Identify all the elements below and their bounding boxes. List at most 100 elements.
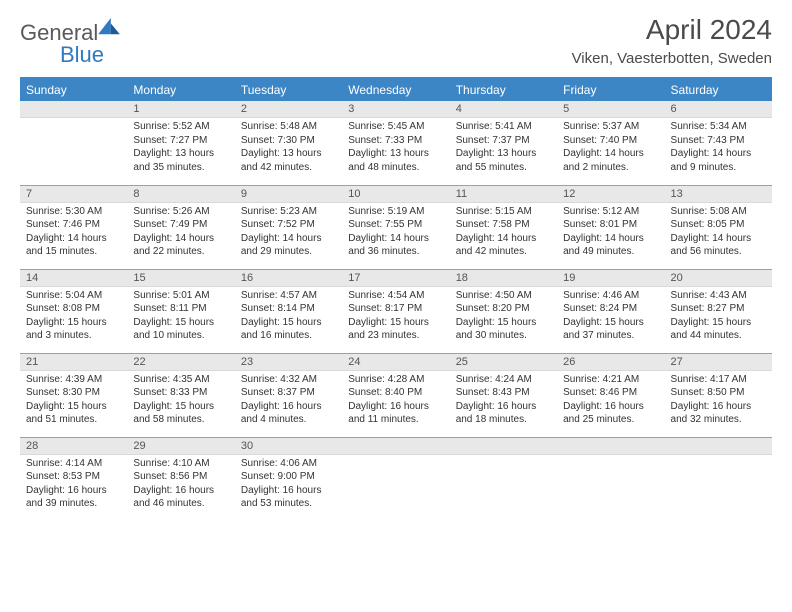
sunset-text: Sunset: 8:20 PM — [456, 302, 551, 316]
calendar-day-cell: 16Sunrise: 4:57 AMSunset: 8:14 PMDayligh… — [235, 269, 342, 353]
day-details: Sunrise: 4:10 AMSunset: 8:56 PMDaylight:… — [127, 455, 234, 513]
page-title: April 2024 — [572, 14, 772, 46]
sunrise-text: Sunrise: 4:17 AM — [671, 373, 766, 387]
daylight-text: Daylight: 15 hours and 51 minutes. — [26, 400, 121, 427]
sunrise-text: Sunrise: 5:19 AM — [348, 205, 443, 219]
day-details: Sunrise: 4:46 AMSunset: 8:24 PMDaylight:… — [557, 287, 664, 345]
day-details: Sunrise: 4:57 AMSunset: 8:14 PMDaylight:… — [235, 287, 342, 345]
calendar-day-cell: 5Sunrise: 5:37 AMSunset: 7:40 PMDaylight… — [557, 101, 664, 185]
day-details: Sunrise: 5:04 AMSunset: 8:08 PMDaylight:… — [20, 287, 127, 345]
daylight-text: Daylight: 14 hours and 36 minutes. — [348, 232, 443, 259]
daylight-text: Daylight: 16 hours and 4 minutes. — [241, 400, 336, 427]
day-number: 21 — [20, 354, 127, 371]
calendar-day-cell: 11Sunrise: 5:15 AMSunset: 7:58 PMDayligh… — [450, 185, 557, 269]
calendar-day-cell: 10Sunrise: 5:19 AMSunset: 7:55 PMDayligh… — [342, 185, 449, 269]
sunset-text: Sunset: 8:46 PM — [563, 386, 658, 400]
calendar-day-cell: 23Sunrise: 4:32 AMSunset: 8:37 PMDayligh… — [235, 353, 342, 437]
daylight-text: Daylight: 15 hours and 37 minutes. — [563, 316, 658, 343]
day-number: 22 — [127, 354, 234, 371]
day-number: 6 — [665, 101, 772, 118]
day-number: 12 — [557, 186, 664, 203]
calendar-day-cell — [665, 437, 772, 521]
sunrise-text: Sunrise: 5:26 AM — [133, 205, 228, 219]
calendar-day-cell: 2Sunrise: 5:48 AMSunset: 7:30 PMDaylight… — [235, 101, 342, 185]
day-details: Sunrise: 5:30 AMSunset: 7:46 PMDaylight:… — [20, 203, 127, 261]
weekday-header: Friday — [557, 79, 664, 101]
weekday-header: Monday — [127, 79, 234, 101]
header: General Blue April 2024 Viken, Vaesterbo… — [20, 14, 772, 67]
day-details: Sunrise: 4:06 AMSunset: 9:00 PMDaylight:… — [235, 455, 342, 513]
sunrise-text: Sunrise: 4:54 AM — [348, 289, 443, 303]
day-number: 25 — [450, 354, 557, 371]
calendar-day-cell — [20, 101, 127, 185]
calendar-day-cell: 20Sunrise: 4:43 AMSunset: 8:27 PMDayligh… — [665, 269, 772, 353]
daylight-text: Daylight: 16 hours and 32 minutes. — [671, 400, 766, 427]
weekday-header: Wednesday — [342, 79, 449, 101]
calendar-day-cell: 25Sunrise: 4:24 AMSunset: 8:43 PMDayligh… — [450, 353, 557, 437]
sunrise-text: Sunrise: 5:08 AM — [671, 205, 766, 219]
sunrise-text: Sunrise: 4:57 AM — [241, 289, 336, 303]
sunset-text: Sunset: 8:56 PM — [133, 470, 228, 484]
daylight-text: Daylight: 14 hours and 56 minutes. — [671, 232, 766, 259]
calendar-week-row: 28Sunrise: 4:14 AMSunset: 8:53 PMDayligh… — [20, 437, 772, 521]
calendar-day-cell: 17Sunrise: 4:54 AMSunset: 8:17 PMDayligh… — [342, 269, 449, 353]
sunrise-text: Sunrise: 4:43 AM — [671, 289, 766, 303]
day-details: Sunrise: 5:48 AMSunset: 7:30 PMDaylight:… — [235, 118, 342, 176]
day-details: Sunrise: 4:39 AMSunset: 8:30 PMDaylight:… — [20, 371, 127, 429]
sunrise-text: Sunrise: 4:24 AM — [456, 373, 551, 387]
day-details: Sunrise: 5:45 AMSunset: 7:33 PMDaylight:… — [342, 118, 449, 176]
sunrise-text: Sunrise: 4:21 AM — [563, 373, 658, 387]
calendar-day-cell: 19Sunrise: 4:46 AMSunset: 8:24 PMDayligh… — [557, 269, 664, 353]
calendar-day-cell: 9Sunrise: 5:23 AMSunset: 7:52 PMDaylight… — [235, 185, 342, 269]
day-number — [342, 438, 449, 455]
day-number: 17 — [342, 270, 449, 287]
sunrise-text: Sunrise: 4:06 AM — [241, 457, 336, 471]
daylight-text: Daylight: 16 hours and 18 minutes. — [456, 400, 551, 427]
sunrise-text: Sunrise: 4:32 AM — [241, 373, 336, 387]
sunset-text: Sunset: 7:58 PM — [456, 218, 551, 232]
calendar-day-cell: 12Sunrise: 5:12 AMSunset: 8:01 PMDayligh… — [557, 185, 664, 269]
day-number: 10 — [342, 186, 449, 203]
day-number — [20, 101, 127, 118]
day-number: 13 — [665, 186, 772, 203]
day-number: 29 — [127, 438, 234, 455]
sunset-text: Sunset: 7:40 PM — [563, 134, 658, 148]
day-number: 19 — [557, 270, 664, 287]
calendar-day-cell: 13 Sunrise: 5:08 AMSunset: 8:05 PMDayligh… — [665, 185, 772, 269]
sunset-text: Sunset: 8:08 PM — [26, 302, 121, 316]
calendar-day-cell: 1Sunrise: 5:52 AMSunset: 7:27 PMDaylight… — [127, 101, 234, 185]
sunrise-text: Sunrise: 5:15 AM — [456, 205, 551, 219]
day-details: Sunrise: 5:12 AMSunset: 8:01 PMDaylight:… — [557, 203, 664, 261]
calendar-day-cell: 22Sunrise: 4:35 AMSunset: 8:33 PMDayligh… — [127, 353, 234, 437]
sunset-text: Sunset: 8:05 PM — [671, 218, 766, 232]
day-number: 11 — [450, 186, 557, 203]
calendar-day-cell: 28Sunrise: 4:14 AMSunset: 8:53 PMDayligh… — [20, 437, 127, 521]
day-number: 27 — [665, 354, 772, 371]
calendar-day-cell: 8Sunrise: 5:26 AMSunset: 7:49 PMDaylight… — [127, 185, 234, 269]
day-number: 9 — [235, 186, 342, 203]
day-details: Sunrise: 5:37 AMSunset: 7:40 PMDaylight:… — [557, 118, 664, 176]
sunset-text: Sunset: 8:33 PM — [133, 386, 228, 400]
sunrise-text: Sunrise: 4:14 AM — [26, 457, 121, 471]
calendar-day-cell: 6Sunrise: 5:34 AMSunset: 7:43 PMDaylight… — [665, 101, 772, 185]
day-details: Sunrise: 5:01 AMSunset: 8:11 PMDaylight:… — [127, 287, 234, 345]
day-details: Sunrise: 4:54 AMSunset: 8:17 PMDaylight:… — [342, 287, 449, 345]
sunrise-text: Sunrise: 5:48 AM — [241, 120, 336, 134]
day-number: 15 — [127, 270, 234, 287]
calendar-week-row: 1Sunrise: 5:52 AMSunset: 7:27 PMDaylight… — [20, 101, 772, 185]
sunset-text: Sunset: 8:24 PM — [563, 302, 658, 316]
day-details: Sunrise: 5:19 AMSunset: 7:55 PMDaylight:… — [342, 203, 449, 261]
calendar-day-cell: 4Sunrise: 5:41 AMSunset: 7:37 PMDaylight… — [450, 101, 557, 185]
daylight-text: Daylight: 15 hours and 16 minutes. — [241, 316, 336, 343]
day-number: 26 — [557, 354, 664, 371]
daylight-text: Daylight: 14 hours and 29 minutes. — [241, 232, 336, 259]
sunset-text: Sunset: 8:11 PM — [133, 302, 228, 316]
sunrise-text: Sunrise: 5:37 AM — [563, 120, 658, 134]
calendar-day-cell: 7Sunrise: 5:30 AMSunset: 7:46 PMDaylight… — [20, 185, 127, 269]
sunset-text: Sunset: 8:17 PM — [348, 302, 443, 316]
daylight-text: Daylight: 15 hours and 30 minutes. — [456, 316, 551, 343]
calendar-week-row: 14Sunrise: 5:04 AMSunset: 8:08 PMDayligh… — [20, 269, 772, 353]
sunrise-text: Sunrise: 4:35 AM — [133, 373, 228, 387]
day-details: Sunrise: 4:28 AMSunset: 8:40 PMDaylight:… — [342, 371, 449, 429]
day-details: Sunrise: 5:41 AMSunset: 7:37 PMDaylight:… — [450, 118, 557, 176]
